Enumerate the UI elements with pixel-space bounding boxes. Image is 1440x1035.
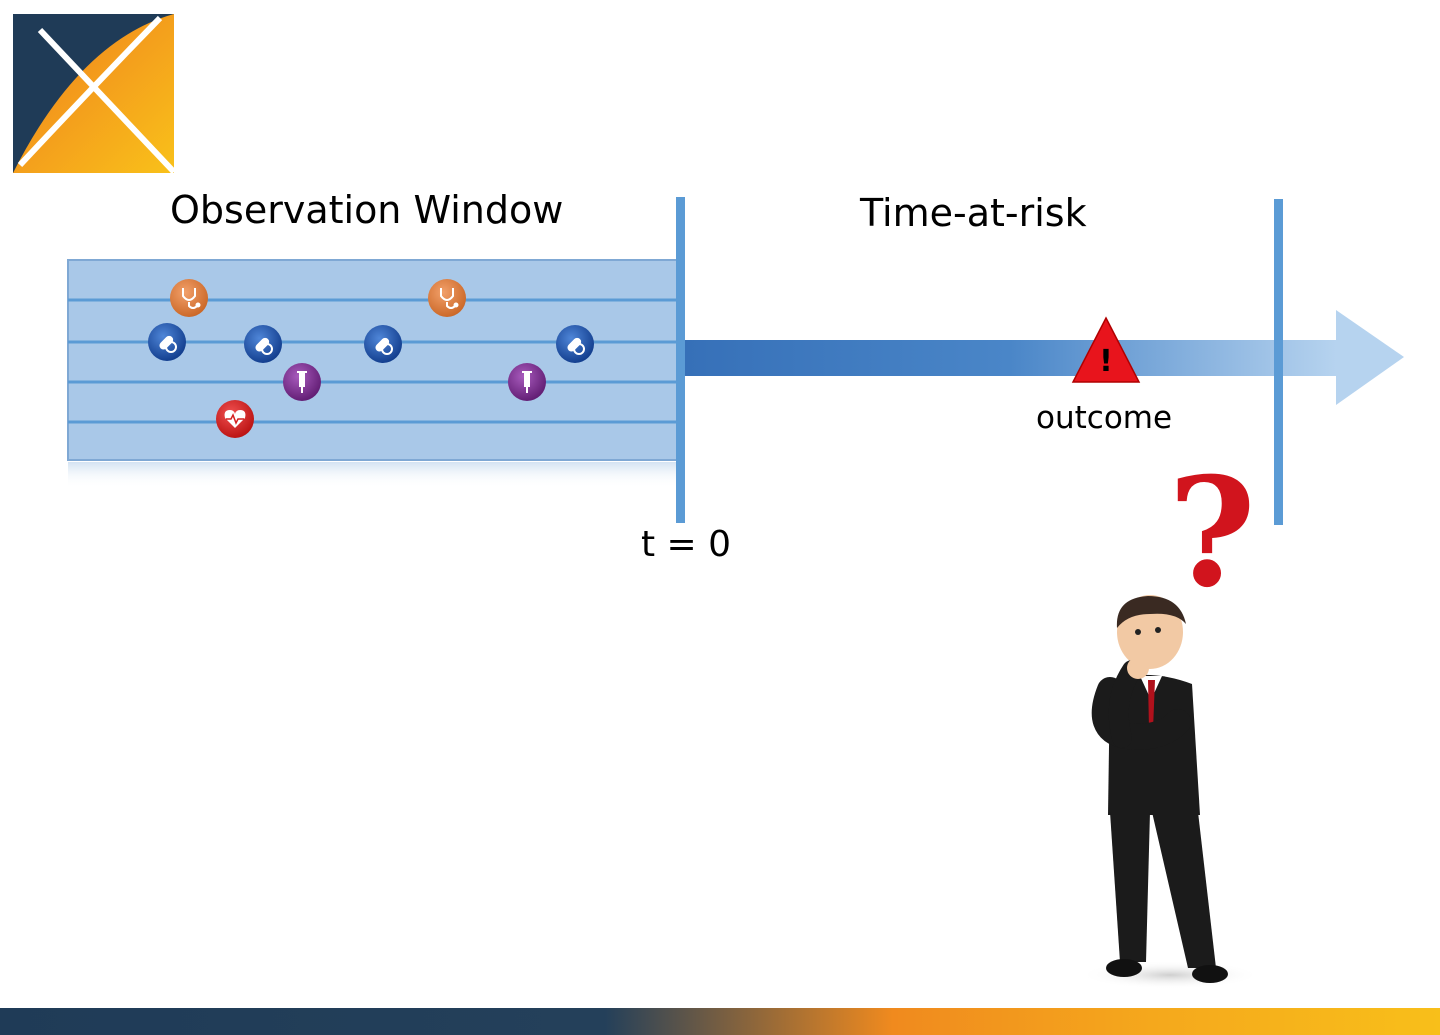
pill-icon (244, 325, 282, 363)
syringe-icon (283, 363, 321, 401)
index-date-label: t = 0 (641, 524, 732, 565)
time-at-risk-end-marker (1274, 199, 1283, 525)
observation-window-box (67, 259, 679, 488)
time-axis-arrow (684, 310, 1404, 405)
time-at-risk-title: Time-at-risk (860, 191, 1087, 235)
outcome-label: outcome (1036, 400, 1173, 436)
stethoscope-icon (428, 279, 466, 317)
index-date-marker (676, 197, 685, 523)
pill-icon (556, 325, 594, 363)
warning-icon: ! (1071, 316, 1141, 383)
pill-icon (148, 323, 186, 361)
question-mark: ? (1168, 445, 1256, 621)
footer-bar (0, 1008, 1440, 1035)
thinking-man-icon: ? (1080, 445, 1260, 989)
heart-icon (216, 400, 254, 438)
syringe-icon (508, 363, 546, 401)
svg-text:!: ! (1099, 344, 1113, 379)
logo (13, 14, 177, 175)
observation-window-title: Observation Window (170, 188, 564, 232)
pill-icon (364, 325, 402, 363)
stethoscope-icon (170, 279, 208, 317)
